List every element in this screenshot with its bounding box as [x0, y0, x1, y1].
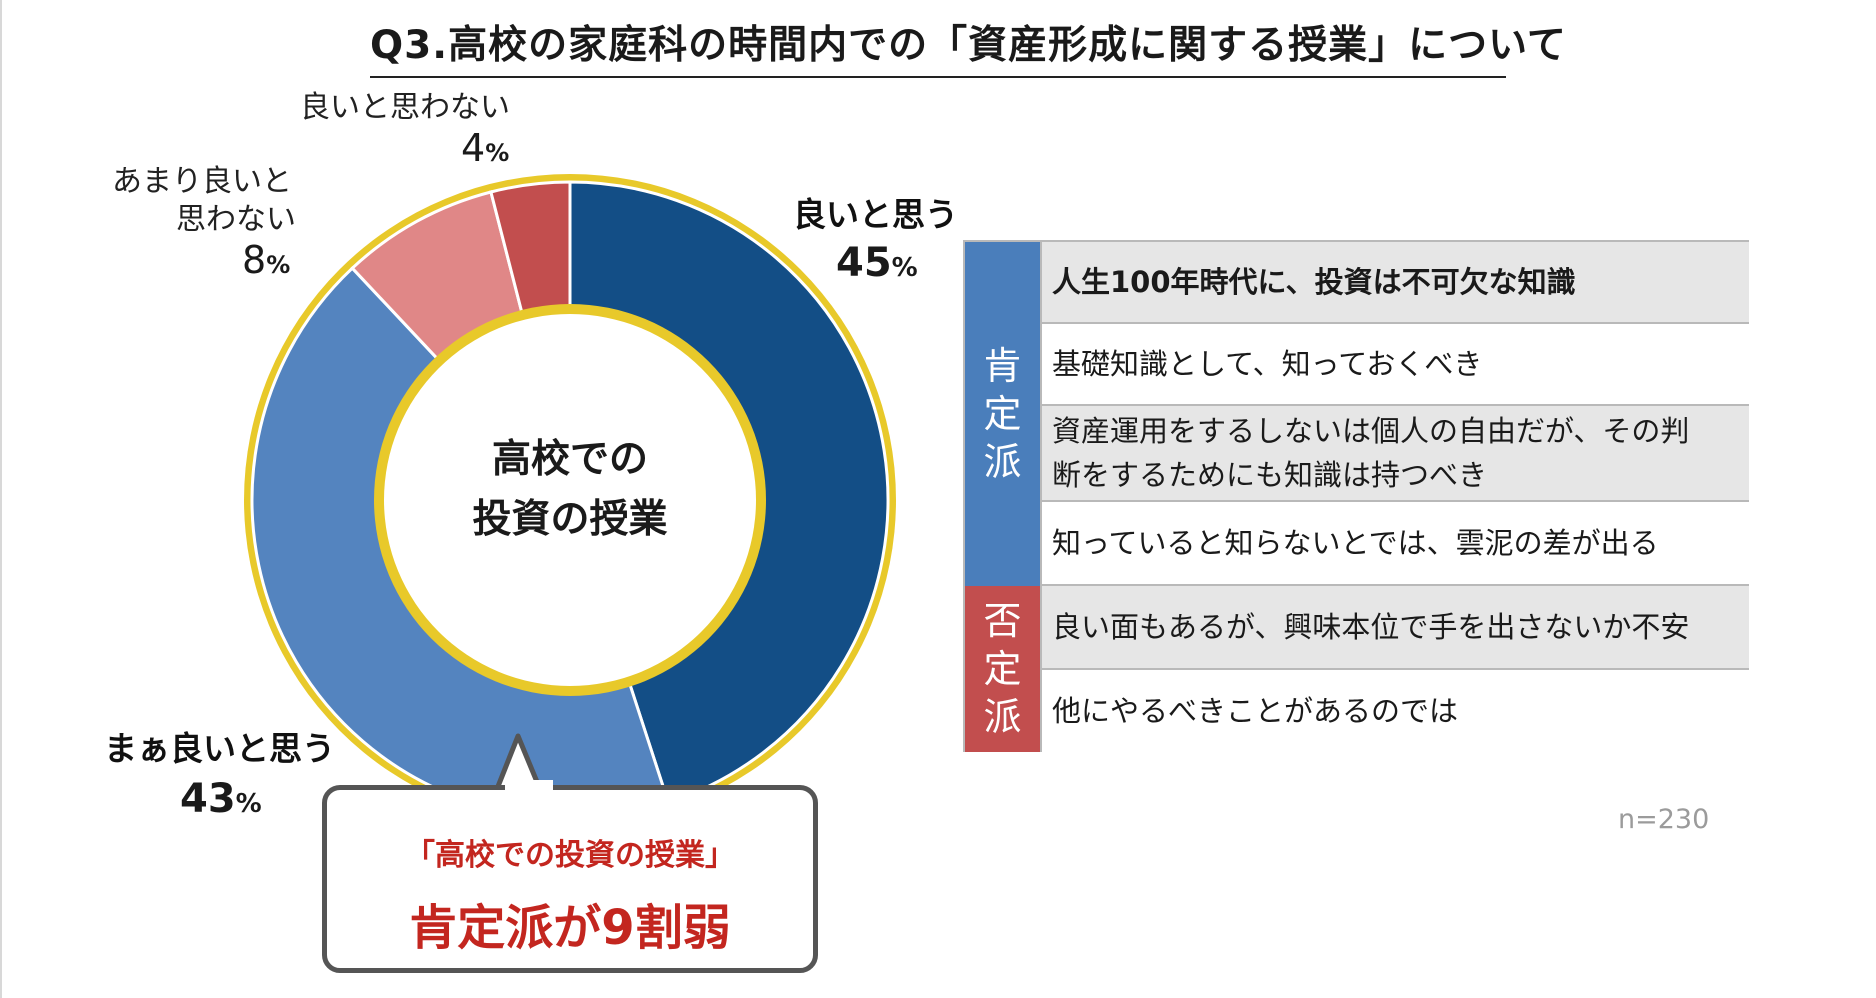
positive-side-label: 肯 定 派	[965, 242, 1040, 586]
sample-size: n=230	[1618, 804, 1710, 835]
donut-hole	[384, 314, 756, 686]
positive-char-1: 肯	[983, 344, 1022, 388]
opinions-table: 肯 定 派 否 定 派 人生100年時代に、投資は不可欠な知識 基礎知識として、…	[963, 240, 1749, 752]
row-text: 基礎知識として、知っておくべき	[1052, 347, 1483, 381]
table-row: 良い面もあるが、興味本位で手を出さないか不安	[1040, 586, 1749, 670]
negative-char-3: 派	[983, 695, 1022, 739]
fairly-good-pct-value: 43	[180, 776, 236, 822]
callout-line2: 肯定派が9割弱	[409, 900, 731, 956]
donut-chart	[244, 174, 896, 826]
table-row: 他にやるべきことがあるのでは	[1040, 670, 1749, 752]
row-text-line2: 断をするためにも知識は持つべき	[1052, 458, 1488, 492]
label-not-good-pct: 4%	[461, 126, 509, 170]
good-pct-value: 45	[836, 240, 892, 286]
negative-char-1: 否	[983, 599, 1022, 643]
not-very-good-pct-sign: %	[266, 251, 291, 279]
negative-char-2: 定	[983, 647, 1022, 691]
table-row: 知っていると知らないとでは、雲泥の差が出る	[1040, 502, 1749, 586]
callout-pointer	[492, 733, 545, 794]
label-good-pct: 45%	[836, 240, 918, 286]
callout-line1: 「高校での投資の授業」	[405, 838, 735, 873]
label-not-good-name: 良いと思わない	[300, 90, 510, 125]
center-label-line1: 高校での	[491, 437, 648, 482]
row-text: 人生100年時代に、投資は不可欠な知識	[1052, 265, 1576, 299]
callout-box: 「高校での投資の授業」 肯定派が9割弱	[322, 785, 818, 973]
row-text-line1: 資産運用をするしないは個人の自由だが、その判	[1052, 414, 1690, 448]
row-text: 知っていると知らないとでは、雲泥の差が出る	[1052, 526, 1659, 560]
donut-center-label: 高校での 投資の授業	[420, 430, 720, 550]
center-label-line2: 投資の授業	[472, 497, 668, 542]
chart-title: Q3.高校の家庭科の時間内での「資産形成に関する授業」について	[370, 14, 1566, 78]
negative-side-label: 否 定 派	[965, 586, 1040, 752]
label-fairly-good-name: まぁ良いと思う	[104, 729, 335, 768]
label-not-very-good-name1: あまり良いと	[112, 164, 292, 199]
row-text: 他にやるべきことがあるのでは	[1052, 694, 1459, 728]
table-row: 人生100年時代に、投資は不可欠な知識	[1040, 242, 1749, 324]
not-good-pct-sign: %	[485, 139, 510, 167]
callout-pointer-cover	[505, 780, 553, 794]
label-not-very-good-pct: 8%	[242, 238, 290, 282]
not-very-good-pct-value: 8	[242, 238, 267, 282]
not-good-pct-value: 4	[461, 126, 486, 170]
fairly-good-pct-sign: %	[235, 789, 262, 819]
label-good-name: 良いと思う	[793, 195, 958, 234]
table-row: 資産運用をするしないは個人の自由だが、その判 断をするためにも知識は持つべき	[1040, 406, 1749, 502]
left-border	[0, 0, 2, 998]
positive-char-3: 派	[983, 440, 1022, 484]
good-pct-sign: %	[891, 253, 918, 283]
row-text: 良い面もあるが、興味本位で手を出さないか不安	[1052, 610, 1690, 644]
positive-char-2: 定	[983, 392, 1022, 436]
label-fairly-good-pct: 43%	[180, 776, 262, 822]
label-not-very-good-name2: 思わない	[176, 202, 296, 237]
table-row: 基礎知識として、知っておくべき	[1040, 324, 1749, 406]
